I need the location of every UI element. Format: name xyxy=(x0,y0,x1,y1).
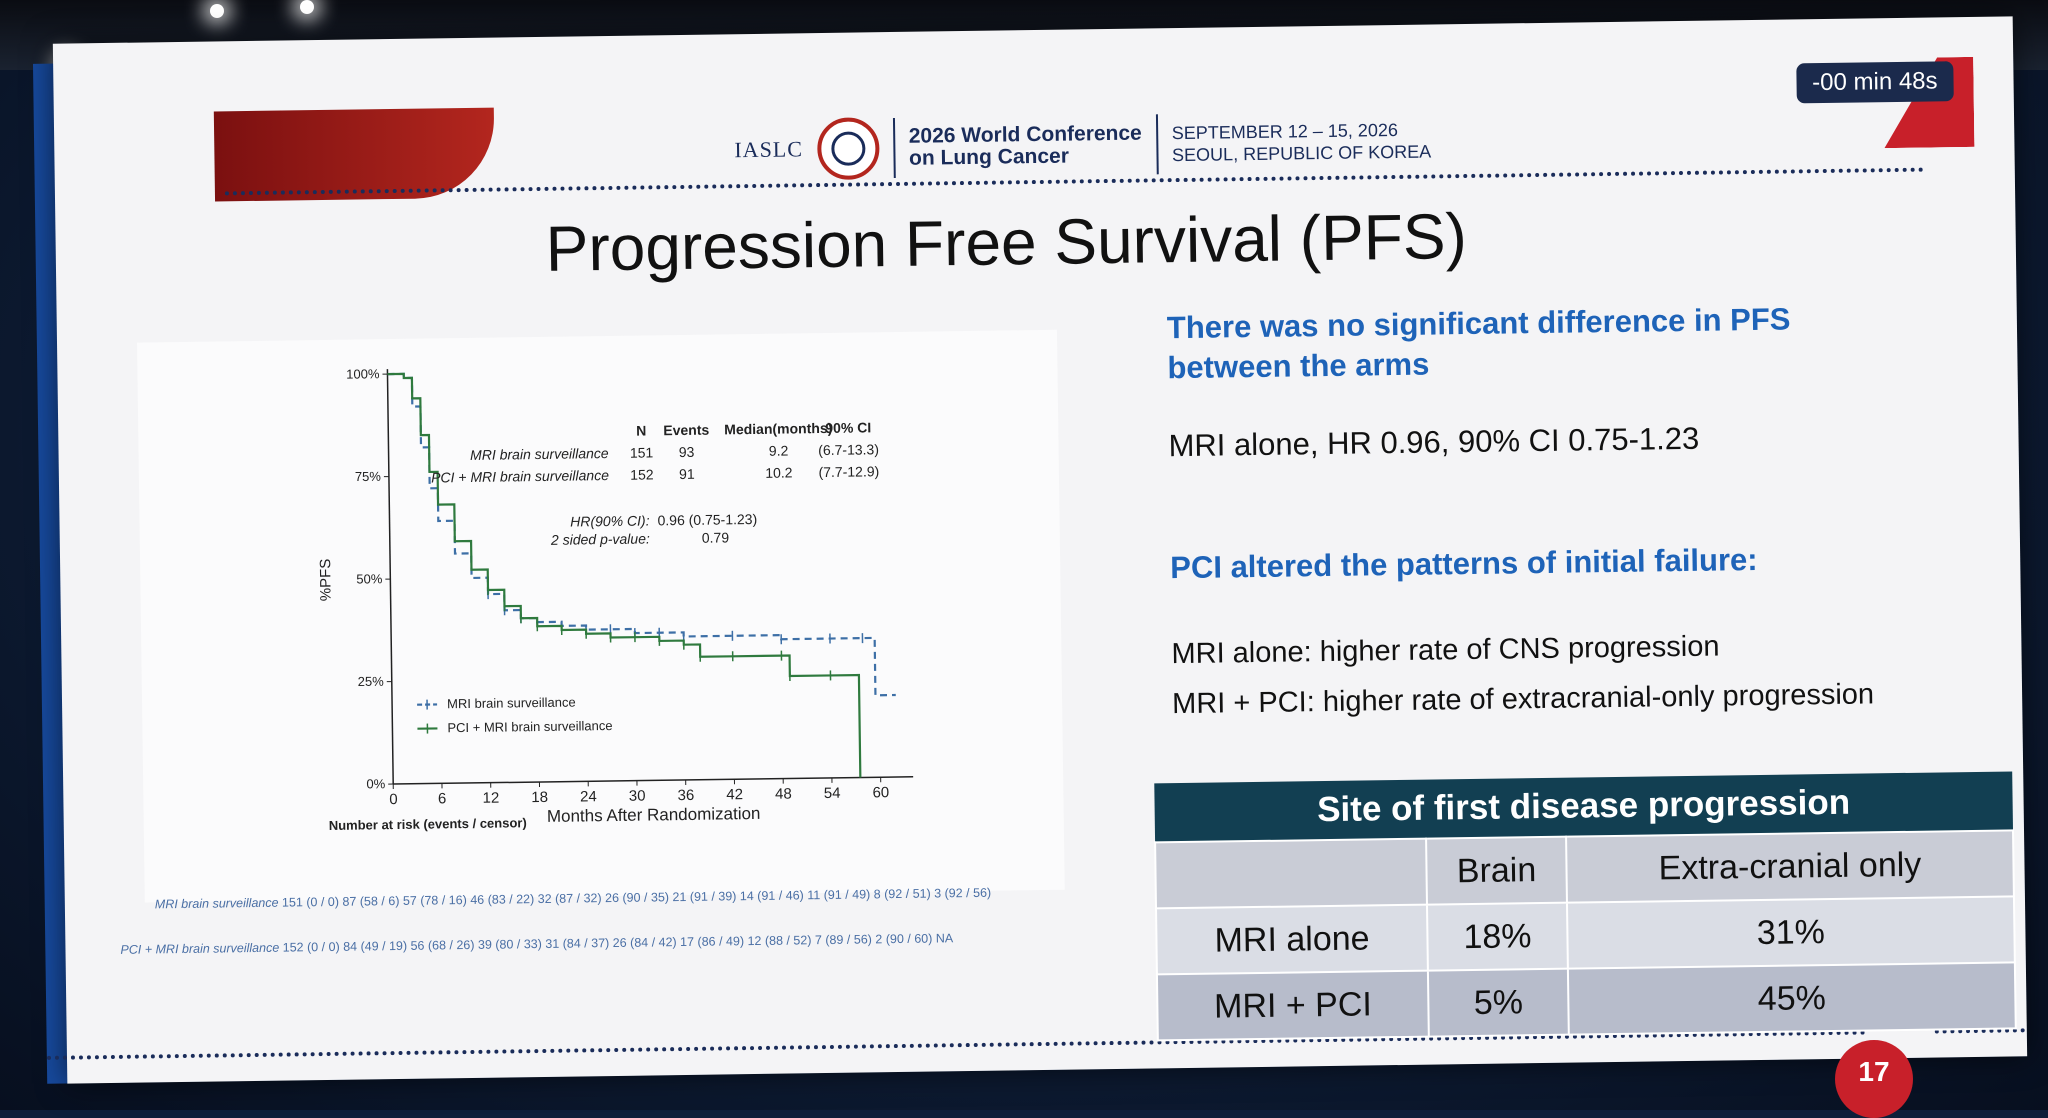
stats-median: 9.2 xyxy=(769,443,789,459)
table-cell: MRI alone xyxy=(1156,905,1428,975)
failure-pattern-mri: MRI alone: higher rate of CNS progressio… xyxy=(1171,631,1719,672)
stage-light xyxy=(210,4,224,18)
projection-screen: IASLC 2026 World Conference on Lung Canc… xyxy=(53,16,2027,1083)
table-cell: 5% xyxy=(1428,969,1569,1037)
legend-label: PCI + MRI brain surveillance xyxy=(447,718,612,735)
y-tick-label: 100% xyxy=(346,366,380,381)
y-tick-label: 75% xyxy=(355,469,382,484)
stats-events: 91 xyxy=(679,466,695,482)
table-row: MRI + PCI 5% 45% xyxy=(1157,962,2016,1040)
legend-label: MRI brain surveillance xyxy=(447,694,576,711)
failure-pattern-pci: MRI + PCI: higher rate of extracranial-o… xyxy=(1172,678,1874,721)
stats-header: N xyxy=(636,422,646,438)
conference-dates: SEPTEMBER 12 – 15, 2026 SEOUL, REPUBLIC … xyxy=(1172,119,1432,167)
x-tick-label: 30 xyxy=(629,788,646,805)
table-cell: MRI + PCI xyxy=(1157,971,1429,1041)
conference-seal-icon xyxy=(817,117,880,180)
x-tick-label: 12 xyxy=(482,790,499,807)
km-chart: 0 6 12 18 24 30 36 42 48 54 60 0% 25% 50% 75% 100% Month… xyxy=(137,330,1065,903)
iaslc-logo: IASLC xyxy=(734,136,803,163)
stage-light xyxy=(300,0,314,14)
stats-n: 152 xyxy=(630,466,654,482)
hr-label: HR(90% CI): xyxy=(570,512,650,529)
x-tick-label: 48 xyxy=(775,785,792,802)
y-tick-label: 0% xyxy=(366,776,385,791)
page-number-badge: 17 xyxy=(1835,1040,1913,1118)
x-tick-label: 60 xyxy=(872,784,889,801)
x-tick-label: 24 xyxy=(580,788,597,805)
x-tick-label: 18 xyxy=(531,789,548,806)
table-header-cell: Brain xyxy=(1426,837,1567,905)
p-value: 0.79 xyxy=(702,529,730,545)
conference-name: 2026 World Conference on Lung Cancer xyxy=(909,123,1143,170)
countdown-timer: -00 min 48s xyxy=(1796,61,1954,103)
risk-row-pci: PCI + MRI brain surveillance 152 (0 / 0)… xyxy=(120,931,953,957)
table-cell: 45% xyxy=(1568,962,2016,1034)
x-tick-label: 36 xyxy=(677,787,694,804)
stats-median: 10.2 xyxy=(765,464,793,480)
table-header-cell: Extra-cranial only xyxy=(1566,830,2014,902)
stats-header: 90% CI xyxy=(825,419,871,436)
stats-arm-label: PCI + MRI brain surveillance xyxy=(431,467,609,485)
x-tick-label: 0 xyxy=(389,791,398,808)
table-cell: 31% xyxy=(1567,896,2015,968)
table-header-cell xyxy=(1155,839,1427,909)
table-row: MRI alone 18% 31% xyxy=(1156,896,2015,974)
x-axis-line xyxy=(393,777,913,784)
risk-table-header: Number at risk (events / censor) xyxy=(329,815,527,833)
x-axis-label: Months After Randomization xyxy=(547,804,761,826)
p-label: 2 sided p-value: xyxy=(550,530,650,547)
stats-ci: (6.7-13.3) xyxy=(818,441,879,458)
stats-header: Median(months) xyxy=(724,420,832,438)
stats-header: Events xyxy=(663,422,709,439)
progression-site-table: Site of first disease progression Brain … xyxy=(1153,771,2017,1041)
table-cell: 18% xyxy=(1427,903,1568,971)
x-tick-label: 54 xyxy=(824,785,841,802)
hazard-ratio-text: MRI alone, HR 0.96, 90% CI 0.75-1.23 xyxy=(1168,421,1699,464)
key-finding-heading: There was no significant difference in P… xyxy=(1167,300,1792,389)
km-chart-panel: 0 6 12 18 24 30 36 42 48 54 60 0% 25% 50% 75% 100% Month… xyxy=(137,330,1065,903)
conference-header: IASLC 2026 World Conference on Lung Canc… xyxy=(734,110,1431,182)
failure-pattern-heading: PCI altered the patterns of initial fail… xyxy=(1170,540,1758,588)
stats-n: 151 xyxy=(630,444,654,460)
y-axis-line xyxy=(387,369,393,784)
stats-ci: (7.7-12.9) xyxy=(818,463,879,480)
hr-value: 0.96 (0.75-1.23) xyxy=(657,511,757,528)
y-tick-label: 25% xyxy=(358,674,385,689)
y-tick-label: 50% xyxy=(356,571,383,586)
y-axis-label: %PFS xyxy=(317,559,335,602)
stats-events: 93 xyxy=(679,444,695,460)
x-tick-label: 6 xyxy=(438,790,447,807)
slide-title: Progression Free Survival (PFS) xyxy=(545,199,1467,286)
stats-arm-label: MRI brain surveillance xyxy=(470,445,609,463)
x-tick-label: 42 xyxy=(726,786,743,803)
